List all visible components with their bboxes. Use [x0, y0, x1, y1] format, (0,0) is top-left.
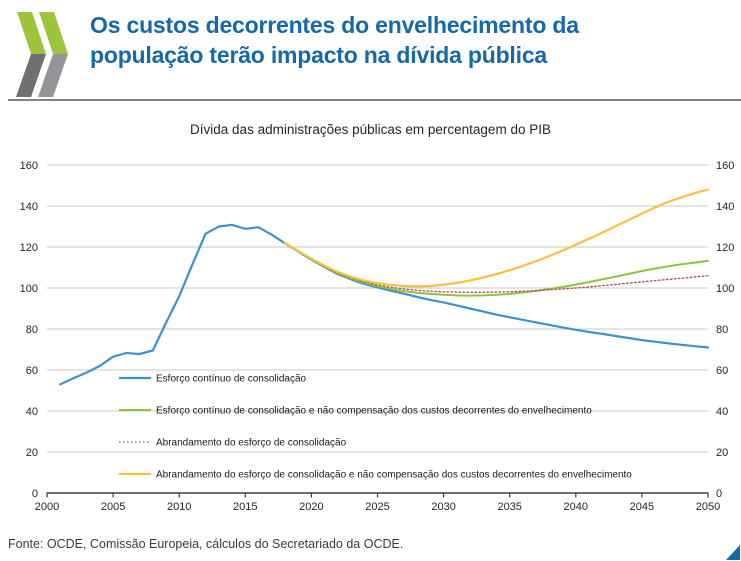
x-tick-label: 2010: [167, 501, 191, 513]
debt-line-chart: 2000 2005 2010 2015 2020 2025 2030 2035 2040 2045…: [0, 145, 741, 530]
page-title: Os custos decorrentes do envelhecimento …: [90, 10, 579, 71]
x-tick-label: 2035: [497, 501, 521, 513]
y-tick-label-left: 80: [26, 324, 38, 336]
series-line-esforco-continuo-nao-compensacao: [284, 242, 709, 297]
corner-triangle-icon: [726, 545, 740, 560]
y-tick-label-left: 160: [20, 160, 38, 172]
source-note: Fonte: OCDE, Comissão Europeia, cálculos…: [8, 537, 404, 551]
y-tick-label-left: 60: [26, 365, 38, 377]
chart-canvas: 2000 2005 2010 2015 2020 2025 2030 2035 2040 2045…: [20, 160, 735, 513]
x-tick-label: 2050: [696, 501, 720, 513]
y-tick-label-right: 20: [716, 447, 728, 459]
y-tick-label-right: 40: [716, 406, 728, 418]
header: Os custos decorrentes do envelhecimento …: [16, 10, 579, 100]
y-tick-label-right: 0: [716, 488, 722, 500]
y-tick-label-right: 100: [716, 283, 734, 295]
y-tick-label-right: 80: [716, 324, 728, 336]
y-tick-label-left: 20: [26, 447, 38, 459]
y-tick-label-left: 120: [20, 242, 38, 254]
series-line-abrandamento-nao-compensacao: [283, 188, 710, 288]
y-tick-label-left: 40: [26, 406, 38, 418]
legend-label-abrandamento: Abrandamento do esforço de consolidação: [156, 438, 347, 449]
chart-title: Dívida das administrações públicas em pe…: [190, 122, 551, 137]
x-tick-label: 2005: [101, 501, 125, 513]
page-title-line2: população terão impacto na dívida públic…: [90, 42, 547, 69]
legend-label-abrandamento-nao-compensacao: Abrandamento do esforço de consolidação …: [156, 470, 632, 481]
oecd-logo-icon: [16, 12, 68, 97]
legend-label-esforco-continuo: Esforço contínuo de consolidação: [156, 374, 307, 385]
y-tick-label-left: 0: [32, 488, 38, 500]
y-tick-label-left: 140: [20, 201, 38, 213]
y-tick-label-left: 100: [20, 283, 38, 295]
series-line-abrandamento: [284, 242, 709, 293]
x-tick-label: 2025: [365, 501, 389, 513]
y-tick-label-right: 120: [716, 242, 734, 254]
x-tick-label: 2045: [630, 501, 654, 513]
x-tick-label: 2015: [233, 501, 257, 513]
y-tick-label-right: 60: [716, 365, 728, 377]
y-tick-label-right: 140: [716, 201, 734, 213]
series-line-esforco-continuo: [59, 223, 710, 386]
legend-label-esforco-continuo-nao-compensacao: Esforço contínuo de consolidação e não c…: [156, 406, 592, 417]
y-tick-label-right: 160: [716, 160, 734, 172]
header-divider: [8, 99, 741, 101]
x-tick-label: 2030: [431, 501, 455, 513]
x-tick-label: 2040: [564, 501, 588, 513]
x-tick-label: 2020: [299, 501, 323, 513]
x-tick-label: 2000: [35, 501, 59, 513]
page-title-line1: Os custos decorrentes do envelhecimento …: [90, 12, 579, 38]
